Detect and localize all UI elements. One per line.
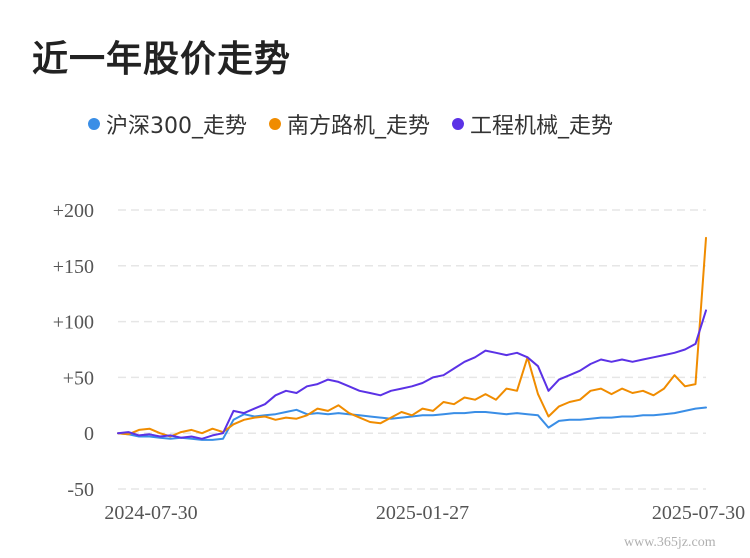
chart-legend: 沪深300_走势 南方路机_走势 工程机械_走势	[88, 108, 613, 140]
y-tick-label: 0	[84, 423, 94, 445]
legend-item-nanfanglouji[interactable]: 南方路机_走势	[269, 108, 430, 140]
series-line-2	[117, 309, 707, 440]
x-tick-label: 2025-07-30	[652, 502, 745, 524]
y-tick-label: +100	[53, 312, 94, 334]
legend-label-gongchengjixie: 工程机械_走势	[470, 114, 614, 139]
y-tick-label: +150	[53, 256, 94, 278]
x-tick-label: 2025-01-27	[376, 502, 469, 524]
legend-label-hs300: 沪深300_走势	[106, 114, 247, 139]
legend-dot-gongchengjixie	[452, 118, 465, 130]
legend-dot-hs300	[88, 118, 100, 130]
series-line-1	[117, 236, 707, 438]
legend-item-hs300[interactable]: 沪深300_走势	[88, 108, 247, 140]
legend-item-gongchengjixie[interactable]: 工程机械_走势	[452, 108, 613, 140]
legend-dot-nanfanglouji	[269, 118, 281, 130]
series-line-0	[117, 406, 707, 441]
y-tick-label: -50	[67, 479, 94, 501]
y-tick-label: +200	[53, 200, 94, 222]
x-tick-label: 2024-07-30	[104, 502, 197, 524]
chart-title: 近一年股价走势	[32, 39, 292, 80]
y-tick-label: +50	[63, 367, 94, 389]
legend-label-nanfanglouji: 南方路机_走势	[287, 114, 431, 139]
watermark: www.365jz.com	[624, 535, 716, 550]
